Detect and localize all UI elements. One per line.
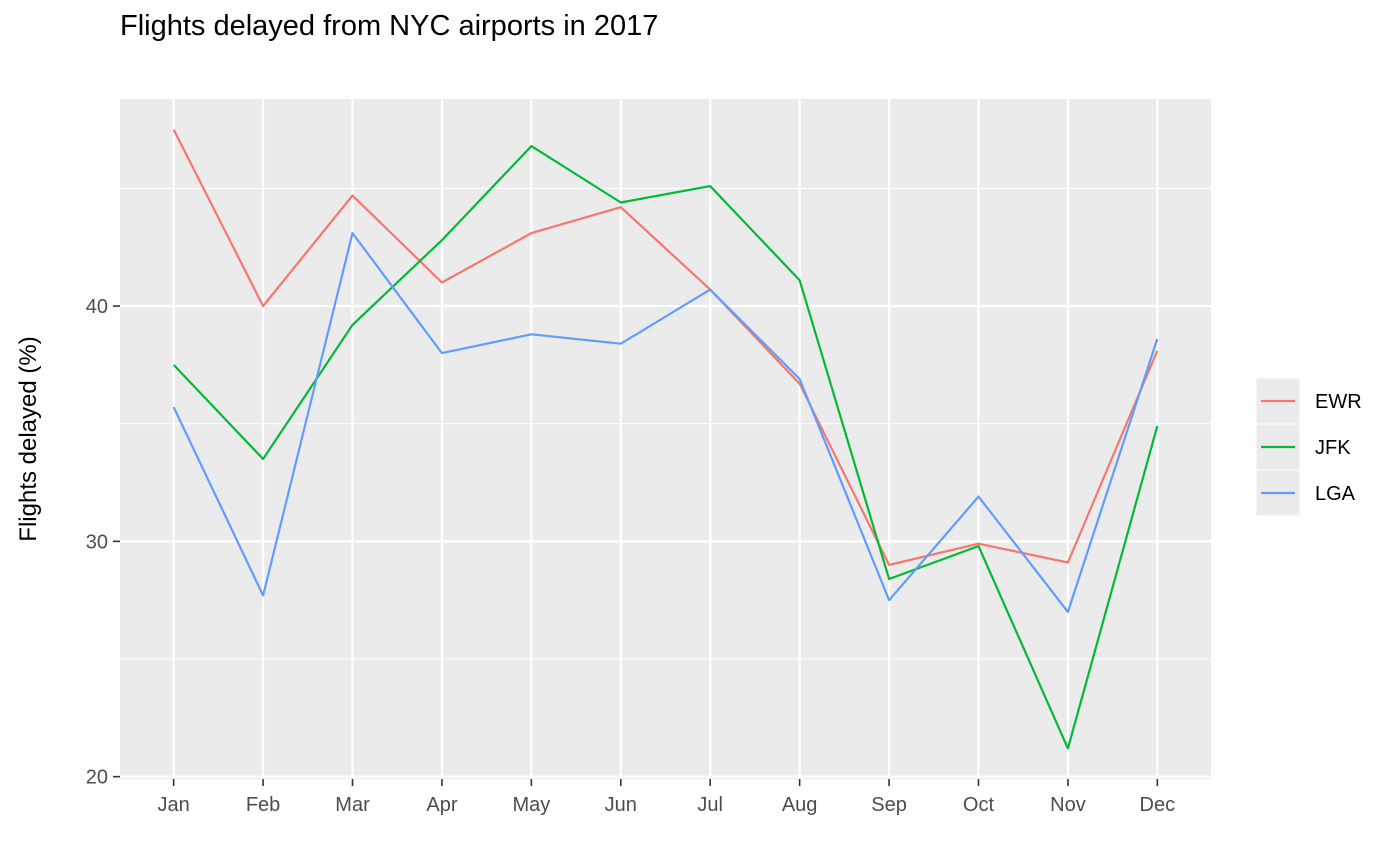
x-tick-label: May xyxy=(512,794,550,816)
x-tick-label: Jul xyxy=(697,794,723,816)
legend-label-ewr: EWR xyxy=(1315,391,1362,413)
y-tick-label: 40 xyxy=(86,296,108,318)
x-tick-label: Nov xyxy=(1050,794,1086,816)
x-tick-label: Apr xyxy=(426,794,457,816)
series-line-jfk xyxy=(172,145,1159,750)
legend-label-lga: LGA xyxy=(1315,483,1356,505)
x-tick-label: Dec xyxy=(1140,794,1176,816)
x-tick-label: Mar xyxy=(335,794,370,816)
y-tick-label: 30 xyxy=(86,531,108,553)
plot-panel xyxy=(120,99,1211,779)
y-tick-label: 20 xyxy=(86,767,108,789)
x-tick-label: Jan xyxy=(158,794,190,816)
series-line-lga xyxy=(172,232,1159,614)
legend-label-jfk: JFK xyxy=(1315,437,1351,459)
y-axis-title: Flights delayed (%) xyxy=(15,336,42,541)
x-tick-label: Jun xyxy=(605,794,637,816)
series-line-ewr xyxy=(172,129,1159,567)
x-tick-label: Oct xyxy=(963,794,995,816)
x-tick-label: Sep xyxy=(871,794,907,816)
x-tick-label: Feb xyxy=(246,794,280,816)
x-tick-label: Aug xyxy=(782,794,818,816)
chart-title: Flights delayed from NYC airports in 201… xyxy=(120,10,659,42)
